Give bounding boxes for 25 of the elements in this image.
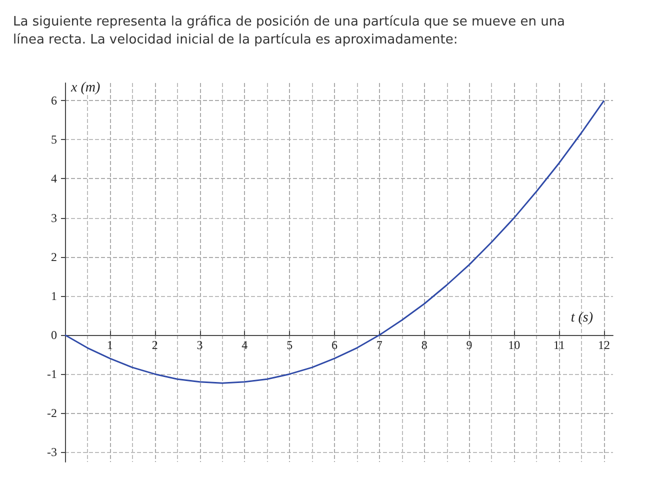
y-tick-label: 4 xyxy=(51,172,57,186)
y-tick-label: 6 xyxy=(51,94,57,108)
x-tick-label: 3 xyxy=(196,338,203,352)
y-tick-label: 2 xyxy=(51,250,57,264)
x-tick-label: 11 xyxy=(553,338,565,352)
x-tick-label: 12 xyxy=(598,338,610,352)
x-axis-title: t (s) xyxy=(570,310,594,326)
y-tick-label: 0 xyxy=(51,328,57,342)
y-axis-title: x (m) xyxy=(70,80,100,96)
y-tick-label: -3 xyxy=(47,445,57,460)
y-tick-label: 5 xyxy=(51,132,57,147)
x-tick-label: 5 xyxy=(286,338,293,352)
x-tick-label: 4 xyxy=(242,338,248,352)
x-tick-label: 8 xyxy=(421,338,428,352)
x-tick-label: 10 xyxy=(508,338,520,352)
x-tick-label: 6 xyxy=(332,338,338,352)
x-tick-label: 7 xyxy=(376,338,382,352)
x-tick-label: 1 xyxy=(106,338,113,352)
chart-title: La siguiente representa la gráfica de posición de una partícula que se mueve en una línea recta. La velocidad inicial de la partícula es aproximadamente: xyxy=(13,14,570,48)
y-tick-label: -1 xyxy=(47,367,57,382)
y-tick-label: 1 xyxy=(51,288,57,303)
y-tick-label: 3 xyxy=(51,210,57,225)
x-tick-label: 9 xyxy=(466,338,472,352)
x-tick-label: 2 xyxy=(152,338,158,352)
y-tick-label: -2 xyxy=(47,406,57,420)
